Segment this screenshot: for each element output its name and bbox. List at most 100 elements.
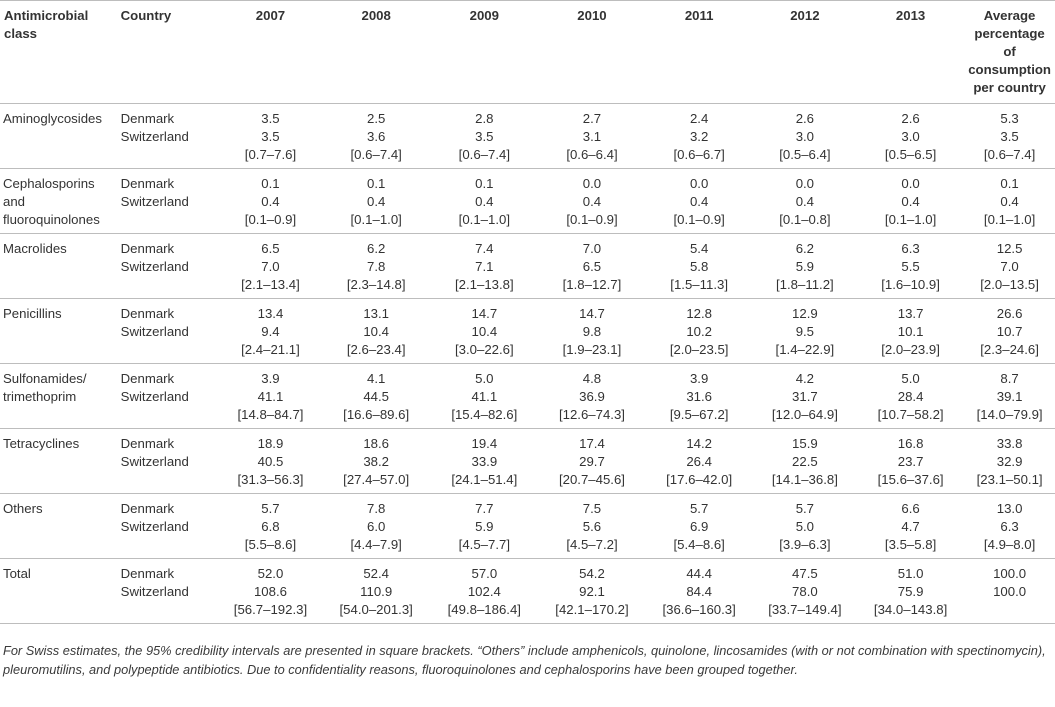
year-value-cell: 6.2 5.9 [1.8–11.2]: [752, 233, 857, 299]
year-value-cell: 13.1 10.4 [2.6–23.4]: [322, 298, 431, 364]
credibility-interval: [0.5–6.4]: [779, 147, 831, 162]
denmark-value: 4.1: [367, 371, 386, 386]
year-value-cell: 4.8 36.9 [12.6–74.3]: [538, 363, 646, 429]
year-value-cell: 0.0 0.4 [0.1–0.9]: [645, 168, 753, 234]
switzerland-value: 0.4: [261, 194, 280, 209]
denmark-value: 52.4: [363, 566, 390, 581]
antimicrobial-class-cell: Aminoglycosides: [0, 103, 117, 169]
denmark-value: 18.6: [363, 436, 390, 451]
header-year: 2012: [752, 0, 857, 104]
credibility-interval: [4.5–7.2]: [566, 537, 618, 552]
credibility-interval: [0.1–1.0]: [983, 212, 1036, 227]
year-value-cell: 44.4 84.4 [36.6–160.3]: [645, 558, 753, 624]
credibility-interval: [0.6–7.4]: [983, 147, 1036, 162]
year-value-cell: 0.0 0.4 [0.1–0.8]: [752, 168, 857, 234]
switzerland-value: 9.8: [582, 324, 602, 339]
header-row: Antimicrobial class Country 2007 2008 20…: [0, 0, 1055, 104]
credibility-interval: [1.9–23.1]: [562, 342, 622, 357]
denmark-value: 52.0: [257, 566, 284, 581]
credibility-interval: [4.9–8.0]: [983, 537, 1036, 552]
denmark-value: 5.4: [689, 241, 709, 256]
credibility-interval: [2.3–14.8]: [346, 277, 406, 292]
year-value-cell: 4.2 31.7 [12.0–64.9]: [752, 363, 857, 429]
header-year: 2009: [430, 0, 539, 104]
year-value-cell: 57.0 102.4 [49.8–186.4]: [430, 558, 539, 624]
table-row: Aminoglycosides Denmark Switzerland 3.5 3.5 […: [0, 103, 1055, 169]
denmark-value: 6.2: [795, 241, 815, 256]
country-name: Denmark: [120, 306, 175, 321]
year-value-cell: 5.7 6.9 [5.4–8.6]: [645, 493, 753, 559]
table-row: Penicillins Denmark Switzerland 13.4 9.4 [2.4…: [0, 298, 1055, 364]
year-value-cell: 0.1 0.4 [0.1–1.0]: [430, 168, 539, 234]
credibility-interval: [1.8–12.7]: [562, 277, 622, 292]
country-name: Switzerland: [120, 454, 189, 469]
year-value-cell: 7.4 7.1 [2.1–13.8]: [430, 233, 539, 299]
switzerland-value: 32.9: [996, 454, 1023, 469]
switzerland-value: 0.4: [367, 194, 386, 209]
denmark-value: 7.7: [475, 501, 494, 516]
country-name: Switzerland: [120, 519, 189, 534]
switzerland-value: 5.9: [475, 519, 494, 534]
denmark-value: 17.4: [579, 436, 605, 451]
country-name: Denmark: [120, 436, 175, 451]
year-value-cell: 16.8 23.7 [15.6–37.6]: [857, 428, 965, 494]
credibility-interval: [27.4–57.0]: [343, 472, 410, 487]
denmark-value: 5.0: [901, 371, 920, 386]
credibility-interval: [36.6–160.3]: [662, 602, 736, 617]
table-row: Total Denmark Switzerland 52.0 108.6 [56.7–19…: [0, 558, 1055, 624]
denmark-value: 13.0: [996, 501, 1023, 516]
switzerland-value: 84.4: [686, 584, 712, 599]
average-value-cell: 8.7 39.1 [14.0–79.9]: [964, 363, 1055, 429]
country-cell: Denmark Switzerland: [116, 298, 219, 364]
year-value-cell: 2.8 3.5 [0.6–7.4]: [430, 103, 539, 169]
credibility-interval: [9.5–67.2]: [669, 407, 729, 422]
credibility-interval: [1.4–22.9]: [775, 342, 835, 357]
credibility-interval: [2.1–13.4]: [241, 277, 300, 292]
year-value-cell: 0.1 0.4 [0.1–1.0]: [322, 168, 431, 234]
switzerland-value: 3.1: [582, 129, 602, 144]
denmark-value: 2.6: [795, 111, 815, 126]
denmark-value: 6.6: [901, 501, 920, 516]
credibility-interval: [2.0–13.5]: [980, 277, 1039, 292]
denmark-value: 5.3: [1000, 111, 1019, 126]
credibility-interval: [3.9–6.3]: [779, 537, 831, 552]
switzerland-value: 29.7: [579, 454, 605, 469]
antimicrobial-class-label: fluoroquinolones: [3, 212, 100, 227]
year-value-cell: 7.7 5.9 [4.5–7.7]: [430, 493, 539, 559]
switzerland-value: 5.9: [795, 259, 815, 274]
switzerland-value: 7.1: [475, 259, 494, 274]
year-value-cell: 3.9 31.6 [9.5–67.2]: [645, 363, 753, 429]
credibility-interval: [5.4–8.6]: [673, 537, 725, 552]
credibility-interval: [3.0–22.6]: [454, 342, 514, 357]
country-cell: Denmark Switzerland: [116, 233, 219, 299]
country-cell: Denmark Switzerland: [116, 363, 219, 429]
switzerland-value: 10.1: [897, 324, 924, 339]
switzerland-value: 9.5: [795, 324, 815, 339]
year-value-cell: 18.9 40.5 [31.3–56.3]: [218, 428, 323, 494]
switzerland-value: 92.1: [579, 584, 605, 599]
antimicrobial-class-cell: Others: [0, 493, 117, 559]
country-cell: Denmark Switzerland: [116, 493, 219, 559]
denmark-value: 57.0: [471, 566, 498, 581]
average-value-cell: 12.5 7.0 [2.0–13.5]: [964, 233, 1055, 299]
denmark-value: 44.4: [686, 566, 712, 581]
year-value-cell: 17.4 29.7 [20.7–45.6]: [538, 428, 646, 494]
header-antimicrobial-class: Antimicrobial class: [0, 0, 117, 104]
credibility-interval: [1.8–11.2]: [776, 277, 834, 292]
denmark-value: 12.5: [996, 241, 1023, 256]
switzerland-value: 0.4: [475, 194, 494, 209]
antimicrobial-class-label: Sulfonamides/: [3, 371, 87, 386]
credibility-interval: [4.5–7.7]: [458, 537, 510, 552]
credibility-interval: [15.6–37.6]: [877, 472, 944, 487]
credibility-interval: [34.0–143.8]: [873, 602, 948, 617]
credibility-interval: [0.6–7.4]: [350, 147, 402, 162]
country-name: Denmark: [120, 566, 175, 581]
switzerland-value: 4.7: [901, 519, 920, 534]
year-value-cell: 14.7 9.8 [1.9–23.1]: [538, 298, 646, 364]
credibility-interval: [33.7–149.4]: [768, 602, 842, 617]
credibility-interval: [0.6–6.4]: [566, 147, 618, 162]
denmark-value: 0.1: [1000, 176, 1019, 191]
credibility-interval: [0.1–0.8]: [779, 212, 831, 227]
denmark-value: 14.7: [471, 306, 498, 321]
